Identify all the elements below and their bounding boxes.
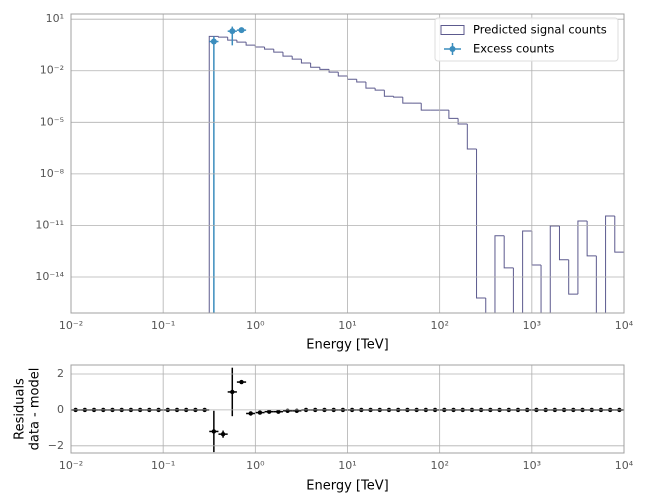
y-tick-label: 10⁻¹⁴ bbox=[35, 270, 64, 283]
histogram-step bbox=[245, 42, 256, 46]
histogram-step bbox=[383, 90, 394, 97]
histogram-step bbox=[466, 124, 477, 150]
histogram-step bbox=[494, 235, 505, 313]
histogram-step bbox=[448, 110, 459, 119]
histogram-step bbox=[374, 88, 385, 91]
x-tick-label: 10² bbox=[430, 459, 448, 472]
data-point bbox=[285, 408, 290, 413]
legend-swatch bbox=[440, 25, 465, 35]
x-tick-label: 10⁴ bbox=[615, 319, 634, 332]
histogram-step bbox=[577, 220, 588, 295]
histogram-step bbox=[337, 72, 348, 77]
legend-label: Predicted signal counts bbox=[473, 23, 607, 37]
histogram-step bbox=[393, 96, 403, 98]
x-tick-label: 10⁻² bbox=[59, 459, 83, 472]
histogram-step bbox=[328, 69, 339, 73]
histogram-step bbox=[217, 36, 228, 38]
data-point bbox=[276, 409, 281, 414]
data-point bbox=[266, 409, 272, 414]
x-tick-label: 10³ bbox=[523, 459, 541, 472]
data-point bbox=[294, 408, 300, 413]
data-point bbox=[248, 411, 253, 416]
data-point bbox=[211, 429, 217, 434]
x-tick-label: 10¹ bbox=[338, 319, 356, 332]
histogram-step bbox=[310, 63, 320, 68]
data-point bbox=[257, 410, 263, 415]
histogram-step bbox=[420, 103, 431, 111]
y-tick-label: 10⁻⁸ bbox=[40, 167, 65, 180]
x-tick-label: 10⁻² bbox=[59, 319, 83, 332]
histogram-step bbox=[605, 215, 615, 313]
histogram-step bbox=[512, 267, 514, 313]
histogram-step bbox=[273, 49, 283, 53]
histogram-step bbox=[457, 118, 468, 125]
y-axis-label: data - model bbox=[28, 368, 43, 451]
histogram-step bbox=[227, 37, 237, 41]
legend-box bbox=[434, 17, 619, 62]
histogram-step bbox=[356, 79, 366, 83]
histogram-step bbox=[402, 97, 413, 104]
histogram-step bbox=[549, 225, 560, 313]
histogram-step bbox=[522, 230, 532, 313]
data-point bbox=[229, 28, 236, 35]
y-tick-label: 10¹ bbox=[46, 12, 64, 25]
histogram-step bbox=[236, 40, 247, 43]
data-point bbox=[230, 389, 235, 395]
x-tick-label: 10⁻¹ bbox=[151, 319, 175, 332]
x-tick-label: 10⁰ bbox=[246, 459, 265, 472]
x-tick-label: 10⁰ bbox=[246, 319, 265, 332]
histogram-step bbox=[319, 67, 330, 70]
histogram-step bbox=[586, 221, 597, 257]
x-axis-label: Energy [TeV] bbox=[306, 338, 388, 353]
histogram-step bbox=[208, 35, 219, 313]
histogram-step bbox=[540, 264, 542, 313]
x-tick-label: 10² bbox=[430, 319, 448, 332]
data-point bbox=[239, 379, 244, 385]
histogram-step bbox=[291, 56, 302, 60]
histogram-step bbox=[503, 235, 514, 269]
x-tick-label: 10⁻¹ bbox=[151, 459, 175, 472]
legend-swatch bbox=[449, 46, 456, 52]
y-tick-label: −2 bbox=[48, 439, 64, 452]
legend-label: Excess counts bbox=[473, 42, 554, 56]
histogram-step bbox=[282, 52, 293, 57]
histogram-step bbox=[476, 148, 486, 299]
data-point bbox=[220, 431, 226, 437]
histogram-step bbox=[614, 216, 624, 253]
x-tick-label: 10¹ bbox=[338, 459, 356, 472]
histogram-step bbox=[365, 82, 376, 89]
histogram-step bbox=[264, 47, 274, 50]
y-tick-label: 10⁻¹¹ bbox=[35, 218, 64, 231]
histogram-step bbox=[300, 59, 311, 64]
x-tick-label: 10⁴ bbox=[615, 459, 634, 472]
y-tick-label: 2 bbox=[57, 367, 64, 380]
axes-frame bbox=[70, 364, 625, 454]
y-tick-label: 10⁻⁵ bbox=[40, 115, 64, 128]
histogram-step bbox=[558, 225, 569, 261]
histogram-step bbox=[595, 255, 597, 313]
axes-frame bbox=[70, 13, 625, 314]
x-axis-label: Energy [TeV] bbox=[306, 479, 388, 494]
y-tick-label: 0 bbox=[57, 403, 64, 416]
histogram-step bbox=[568, 259, 578, 295]
x-tick-label: 10³ bbox=[523, 319, 541, 332]
data-point bbox=[238, 27, 245, 34]
y-axis-label: Residuals bbox=[13, 378, 28, 440]
data-point bbox=[210, 38, 217, 45]
y-tick-label: 10⁻² bbox=[40, 64, 64, 77]
plot-area bbox=[208, 26, 624, 313]
